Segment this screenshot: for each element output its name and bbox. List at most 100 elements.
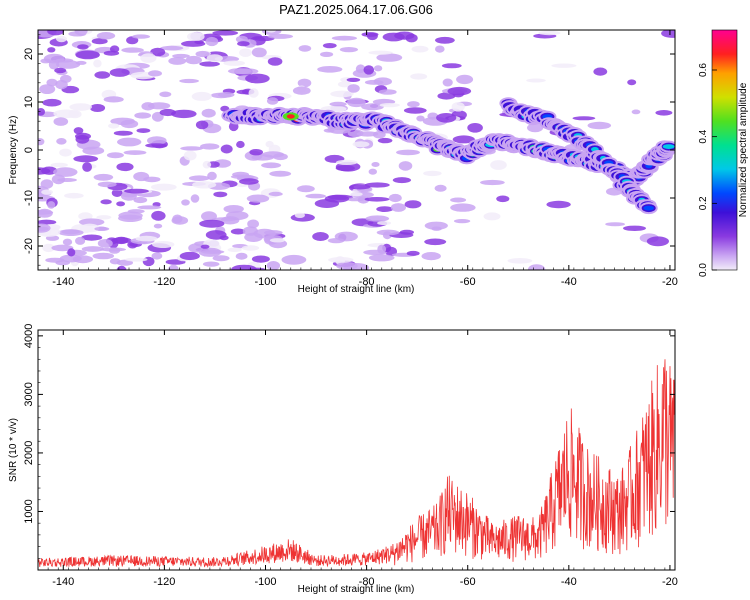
heatmap-blob <box>213 191 228 198</box>
x-tick-label: -40 <box>561 276 577 288</box>
heatmap-blob <box>73 127 84 135</box>
heatmap-blob <box>199 61 220 67</box>
heatmap-blob <box>331 35 357 41</box>
heatmap-blob <box>111 188 123 197</box>
heatmap-blob <box>267 33 294 39</box>
x-tick-label: -140 <box>52 576 74 588</box>
heatmap-blob <box>168 264 179 270</box>
heatmap-blob <box>268 191 283 197</box>
heatmap-blob <box>69 103 92 111</box>
heatmap-blob <box>143 176 161 183</box>
x-tick-label: -100 <box>254 276 276 288</box>
heatmap-blob <box>148 70 162 77</box>
heatmap-blob <box>235 252 248 260</box>
heatmap-blob <box>551 63 577 68</box>
heatmap-blob <box>416 115 425 122</box>
heatmap-blob <box>54 67 67 74</box>
heatmap-blob <box>113 130 133 136</box>
heatmap-blob <box>241 245 260 251</box>
heatmap-blob <box>223 60 245 66</box>
heatmap-blob <box>75 50 100 60</box>
heatmap-blob <box>436 113 457 123</box>
heatmap-blob <box>93 59 102 68</box>
spectrogram-y-label: Frequency (Hz) <box>8 116 19 185</box>
heatmap-blob <box>217 92 235 98</box>
heatmap-blob <box>117 137 142 147</box>
heatmap-blob <box>538 30 561 36</box>
heatmap-blob <box>450 203 476 212</box>
heatmap-blob <box>411 45 429 53</box>
heatmap-blob <box>118 211 143 220</box>
heatmap-blob <box>172 53 190 59</box>
heatmap-blob <box>137 205 162 210</box>
heatmap-blob <box>199 219 225 228</box>
heatmap-blob <box>406 250 420 256</box>
heatmap-blob <box>447 86 472 96</box>
heatmap-blob <box>109 45 120 53</box>
heatmap-blob <box>121 47 144 53</box>
heatmap-blob <box>266 261 281 270</box>
heatmap-blob <box>78 212 93 221</box>
heatmap-blob <box>48 59 60 70</box>
heatmap-blob <box>55 79 68 90</box>
heatmap-blob <box>352 141 370 148</box>
heatmap-blob <box>394 31 415 40</box>
heatmap-blob <box>212 30 239 36</box>
heatmap-blob <box>79 218 105 226</box>
heatmap-blob <box>42 243 55 253</box>
heatmap-blob <box>38 226 49 231</box>
heatmap-blob <box>82 162 92 172</box>
colorbar-frame <box>711 29 738 271</box>
y-tick-label: 2000 <box>23 441 35 465</box>
heatmap-blob <box>100 247 126 252</box>
heatmap-blob <box>94 226 110 231</box>
heatmap-blob <box>77 44 89 50</box>
snr-frame <box>37 329 676 571</box>
heatmap-blob <box>456 74 474 85</box>
heatmap-blob <box>269 170 292 177</box>
heatmap-blob <box>205 36 219 47</box>
snr-x-ticks: -140 -120 -100 -80 -60 -40 -20 <box>37 330 678 588</box>
heatmap-blob <box>330 90 354 98</box>
heatmap-blob <box>336 262 358 270</box>
heatmap-blob <box>305 193 327 199</box>
heatmap-blob <box>126 36 139 45</box>
heatmap-blob <box>388 193 402 203</box>
heatmap-blob <box>50 162 68 168</box>
heatmap-blob <box>398 161 413 171</box>
heatmap-blob <box>593 67 608 76</box>
heatmap-blob <box>631 109 641 115</box>
snr-x-label: Height of straight line (km) <box>298 584 415 595</box>
heatmap-blob <box>198 247 222 257</box>
y-tick-label: 4000 <box>23 324 35 348</box>
colorbar-label: Normalized spectral amplitude <box>738 82 749 217</box>
heatmap-blob <box>206 54 223 63</box>
heatmap-blob <box>57 178 77 182</box>
heatmap-blob <box>43 53 65 64</box>
heatmap-blob <box>467 123 483 133</box>
heatmap-blob <box>337 81 352 88</box>
heatmap-blob <box>207 171 217 181</box>
x-tick-label: -120 <box>153 576 175 588</box>
heatmap-blob <box>151 252 163 260</box>
snr-series-line <box>38 359 675 568</box>
heatmap-blob <box>93 173 114 181</box>
heatmap-blob <box>265 140 274 148</box>
heatmap-blob <box>434 184 447 192</box>
heatmap-blob <box>192 181 217 189</box>
heatmap-blob <box>335 159 358 165</box>
heatmap-blob <box>587 121 612 130</box>
heatmap-blob <box>399 229 414 235</box>
heatmap-blob <box>108 123 120 129</box>
heatmap-blob <box>151 111 164 122</box>
heatmap-blob <box>646 236 670 247</box>
snr-background <box>38 330 675 570</box>
heatmap-blob <box>298 45 312 52</box>
heatmap-blob <box>435 36 455 44</box>
heatmap-blob <box>273 153 288 161</box>
heatmap-blob <box>56 60 81 69</box>
heatmap-blob <box>168 57 187 65</box>
heatmap-blob <box>266 30 277 33</box>
x-tick-label: -140 <box>52 276 74 288</box>
heatmap-blob <box>38 108 45 116</box>
